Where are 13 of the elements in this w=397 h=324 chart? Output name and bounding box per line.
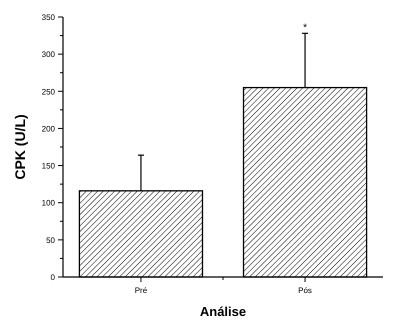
y-tick-label: 50: [46, 236, 56, 245]
x-axis-title: Análise: [200, 304, 246, 319]
y-tick-label: 350: [42, 13, 56, 22]
x-tick-label: Pós: [298, 286, 312, 295]
y-tick-label: 300: [42, 50, 56, 60]
y-axis-title: CPK (U/L): [12, 114, 28, 180]
y-tick-label: 150: [42, 162, 56, 171]
y-tick-label: 0: [50, 273, 56, 282]
y-tick-label: 250: [42, 87, 56, 96]
y-tick-label: 100: [42, 198, 56, 208]
x-tick-label: Pré: [134, 286, 148, 295]
y-tick-label: 200: [42, 124, 56, 134]
annotation: *: [303, 22, 308, 34]
